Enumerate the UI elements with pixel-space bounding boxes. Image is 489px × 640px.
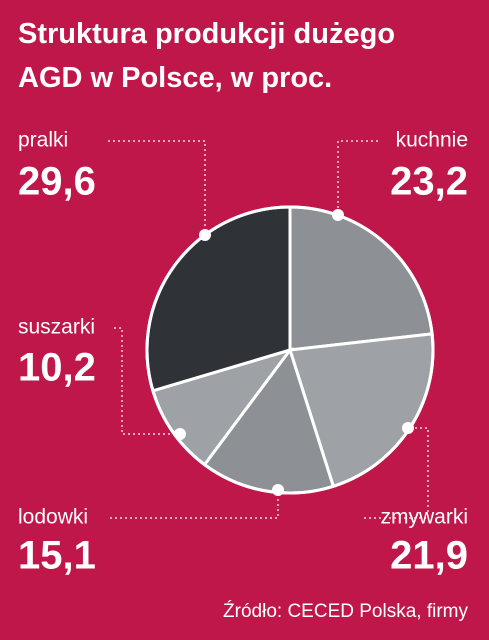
leaders	[108, 140, 429, 519]
value-label: 10,2	[18, 346, 96, 390]
dots	[174, 209, 414, 496]
value-label: 29,6	[18, 160, 96, 204]
pie-slice	[288, 205, 434, 352]
category-label: suszarki	[18, 316, 95, 339]
leader-line	[110, 490, 279, 519]
category-label: zmywarki	[381, 506, 469, 529]
leader-dot	[402, 422, 414, 434]
leader-line	[108, 140, 206, 235]
chart-title: Struktura produkcji dużego AGD w Polsce,…	[18, 18, 396, 94]
leader-line	[364, 427, 429, 519]
leader-dot	[199, 229, 211, 241]
leader-dot	[332, 209, 344, 221]
pie-outline	[145, 205, 435, 495]
category-label: kuchnie	[396, 129, 468, 152]
value-label: 15,1	[18, 534, 96, 578]
leader-dot	[272, 484, 284, 496]
category-label: lodowki	[18, 506, 88, 529]
value-label: 23,2	[390, 160, 468, 204]
source: Źródło: CECED Polska, firmy	[223, 601, 468, 622]
pie	[145, 205, 435, 495]
leader-line	[337, 140, 378, 215]
leader-dot	[174, 428, 186, 440]
value-label: 21,9	[390, 534, 468, 578]
leader-line	[114, 327, 180, 435]
category-label: pralki	[18, 129, 68, 152]
